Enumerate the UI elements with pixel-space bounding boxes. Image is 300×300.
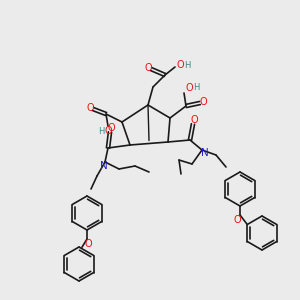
Text: H: H [193, 82, 199, 91]
Text: O: O [185, 83, 193, 93]
Text: O: O [190, 115, 198, 125]
Text: N: N [100, 161, 108, 171]
Text: O: O [107, 123, 115, 133]
Text: N: N [201, 148, 209, 158]
Text: H: H [184, 61, 190, 70]
Text: O: O [84, 239, 92, 249]
Text: O: O [233, 215, 241, 225]
Text: O: O [144, 63, 152, 73]
Text: O: O [199, 97, 207, 107]
Text: O: O [104, 126, 112, 136]
Text: H: H [98, 128, 104, 136]
Text: O: O [86, 103, 94, 113]
Text: O: O [176, 60, 184, 70]
